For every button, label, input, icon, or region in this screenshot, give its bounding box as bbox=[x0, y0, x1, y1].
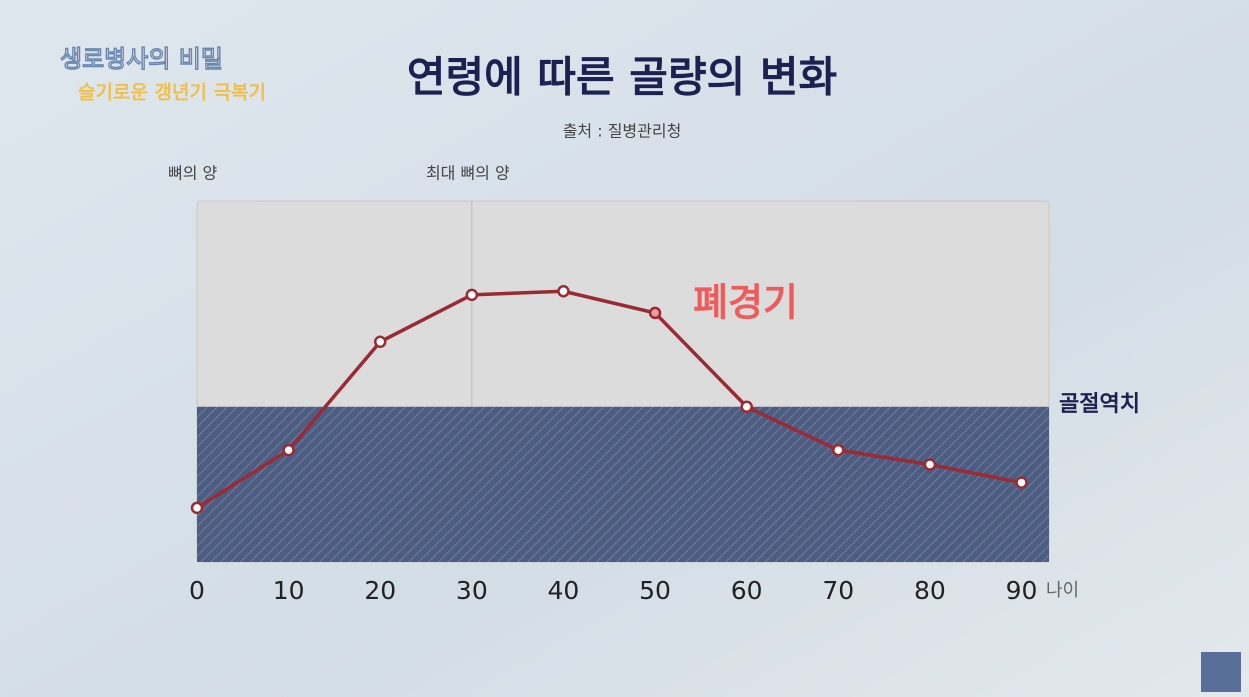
data-line bbox=[196, 289, 1022, 510]
threshold-area bbox=[197, 406, 1049, 562]
x-tick-label: 20 bbox=[364, 576, 396, 605]
x-tick-label: 10 bbox=[273, 576, 305, 605]
x-tick-label: 30 bbox=[456, 576, 488, 605]
chart-title: 연령에 따른 골량의 변화 bbox=[407, 53, 837, 102]
data-point bbox=[740, 400, 753, 414]
data-point bbox=[1015, 476, 1028, 489]
data-point bbox=[557, 285, 570, 298]
x-tick-label: 80 bbox=[914, 576, 946, 605]
data-point bbox=[190, 501, 204, 515]
episode-title: 슬기로운 갱년기 극복기 bbox=[78, 82, 266, 104]
data-point bbox=[373, 335, 387, 349]
y-axis-label: 뼈의 양 bbox=[168, 164, 218, 183]
corner-logo bbox=[1201, 652, 1241, 692]
data-point bbox=[832, 443, 845, 457]
menopause-label: 폐경기 bbox=[693, 280, 798, 324]
program-title: 생로병사의 비밀 bbox=[60, 45, 223, 73]
x-tick-label: 50 bbox=[639, 576, 671, 605]
peak-label: 최대 뼈의 양 bbox=[426, 164, 510, 183]
x-tick-label: 90 bbox=[1006, 576, 1038, 605]
x-tick-label: 70 bbox=[822, 576, 854, 605]
data-point bbox=[282, 443, 295, 457]
data-point bbox=[923, 458, 937, 471]
chart-subtitle: 출처 : 질병관리청 bbox=[563, 122, 682, 141]
x-tick-label: 40 bbox=[548, 576, 580, 605]
x-axis-label: 나이 bbox=[1046, 580, 1079, 601]
threshold-label: 골절역치 bbox=[1059, 392, 1140, 417]
x-tick-label: 60 bbox=[731, 576, 763, 605]
data-point bbox=[465, 288, 479, 302]
x-tick-label: 0 bbox=[189, 576, 205, 605]
data-point bbox=[648, 306, 662, 320]
